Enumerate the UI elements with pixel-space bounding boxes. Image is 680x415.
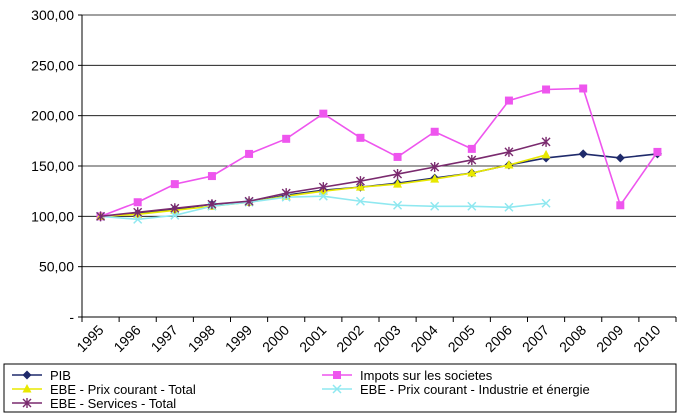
x-tick-label: 2002 — [333, 322, 366, 355]
data-point — [355, 176, 365, 187]
data-point — [541, 198, 551, 208]
x-tick-label: 2006 — [482, 322, 515, 355]
x-tick-label: 1995 — [73, 322, 106, 355]
data-point — [355, 182, 365, 191]
data-point — [170, 203, 180, 214]
data-point — [578, 149, 588, 159]
x-tick-label: 1999 — [222, 322, 255, 355]
data-point — [318, 182, 328, 193]
x-tick-label: 2008 — [556, 322, 589, 355]
data-point — [653, 147, 662, 156]
data-point — [244, 196, 254, 207]
data-point — [504, 96, 513, 105]
series-1 — [96, 84, 662, 221]
x-tick-label: 2009 — [593, 322, 626, 355]
data-point — [355, 196, 365, 206]
y-tick-label: 100,00 — [31, 208, 74, 224]
series-line — [100, 195, 547, 221]
y-tick-label: 50,00 — [39, 259, 74, 275]
gridlines — [82, 14, 676, 268]
data-point — [207, 199, 217, 210]
data-point — [467, 144, 476, 153]
legend-label: EBE - Services - Total — [50, 396, 176, 411]
data-point — [318, 191, 328, 201]
legend-item: EBE - Prix courant - Total — [12, 382, 196, 397]
data-point — [430, 127, 439, 136]
data-point — [504, 159, 514, 169]
legend-marker — [332, 384, 342, 394]
series-4 — [96, 136, 551, 222]
y-tick-label: 200,00 — [31, 108, 74, 124]
legend-label: Impots sur les societes — [360, 368, 493, 383]
legend-label: PIB — [50, 368, 71, 383]
y-tick-label: 150,00 — [31, 158, 74, 174]
data-point — [430, 201, 440, 211]
x-tick-label: 1998 — [185, 322, 218, 355]
data-point — [170, 180, 179, 189]
x-tick-label: 2004 — [407, 322, 440, 355]
data-point — [133, 214, 143, 224]
legend-item: Impots sur les societes — [322, 368, 493, 383]
data-point — [319, 109, 328, 118]
data-point — [356, 133, 365, 142]
data-point — [542, 85, 551, 94]
legend-label: EBE - Prix courant - Industrie et énergi… — [360, 382, 590, 397]
legend-label: EBE - Prix courant - Total — [50, 382, 196, 397]
legend-marker — [333, 371, 341, 379]
x-tick-label: 2003 — [370, 322, 403, 355]
x-axis-ticks: 1995 1996 1997 1998 1999 2000 2001 2002 2003 2004… — [73, 317, 677, 355]
y-tick-label: 250,00 — [31, 57, 74, 73]
legend-marker — [22, 384, 32, 393]
x-tick-label: 2010 — [630, 322, 663, 355]
data-point — [430, 174, 440, 183]
data-point — [393, 200, 403, 210]
y-axis-ticks: - 50,00 100,00 150,00 200,00 250,00 300,00 — [31, 7, 82, 325]
y-tick-label: - — [69, 309, 74, 325]
data-point — [504, 146, 514, 157]
data-point — [467, 168, 477, 177]
data-point — [467, 201, 477, 211]
legend-item: EBE - Prix courant - Industrie et énergi… — [322, 382, 590, 397]
data-point — [615, 153, 625, 163]
data-point — [96, 211, 106, 222]
x-tick-label: 2000 — [259, 322, 292, 355]
data-point — [393, 179, 403, 188]
data-point — [616, 201, 625, 210]
series-line — [100, 141, 547, 218]
data-point — [170, 210, 180, 220]
legend-marker — [22, 370, 32, 380]
x-tick-label: 2001 — [296, 322, 329, 355]
legend-item: EBE - Services - Total — [12, 396, 176, 411]
x-tick-label: 2007 — [519, 322, 552, 355]
x-tick-label: 1996 — [110, 322, 143, 355]
legend-item: PIB — [12, 368, 71, 383]
data-point — [207, 172, 216, 181]
y-tick-label: 300,00 — [31, 7, 74, 23]
data-point — [430, 162, 440, 173]
series-line — [100, 87, 659, 218]
data-point — [541, 136, 551, 147]
data-point — [245, 149, 254, 158]
series-3 — [96, 191, 551, 224]
x-tick-label: 1997 — [148, 322, 181, 355]
series-layer — [96, 84, 662, 224]
data-point — [467, 154, 477, 165]
data-point — [541, 149, 551, 159]
legend-marker — [22, 398, 32, 408]
data-point — [504, 202, 514, 212]
data-point — [133, 207, 143, 218]
data-point — [393, 169, 403, 180]
data-point — [281, 188, 291, 199]
data-point — [133, 198, 142, 207]
data-point — [282, 134, 291, 143]
data-point — [393, 152, 402, 161]
x-tick-label: 2005 — [445, 322, 478, 355]
data-point — [579, 84, 588, 93]
